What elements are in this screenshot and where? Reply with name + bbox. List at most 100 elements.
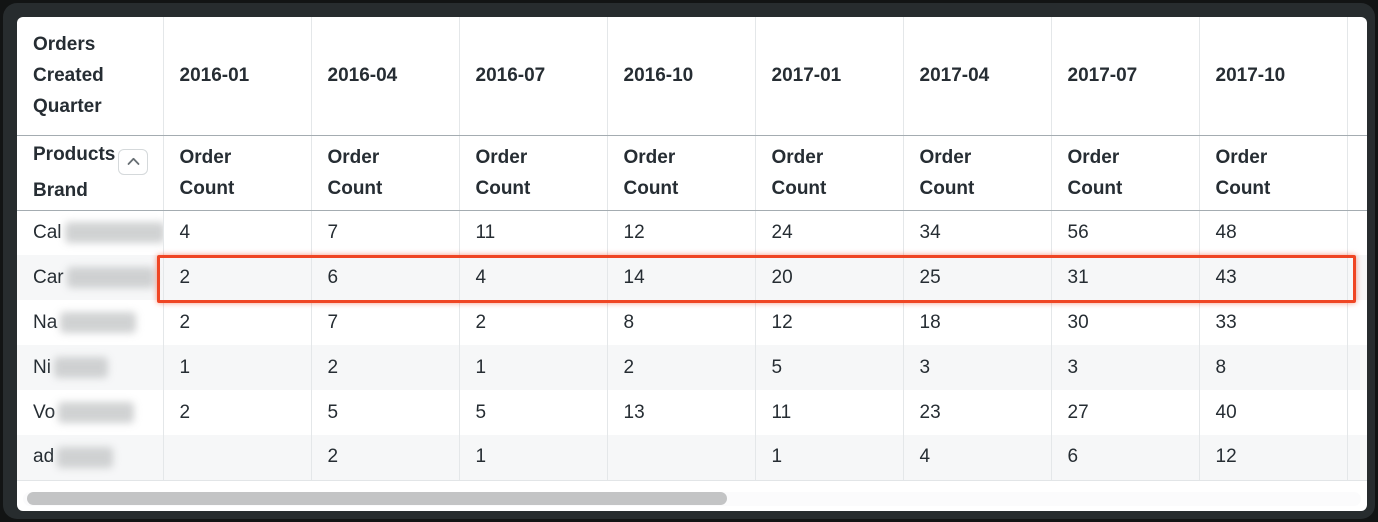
order-count-cell[interactable]: 12 [1199, 435, 1348, 481]
table-row: Cal 4 7 11 12 24 34 56 48 [17, 210, 1367, 255]
brand-prefix: Cal [33, 221, 62, 243]
measure-header-cell[interactable]: Order Count [903, 135, 1052, 211]
order-count-cell[interactable]: 30 [1051, 300, 1200, 345]
order-count-cell[interactable]: 23 [903, 390, 1052, 435]
order-count-cell[interactable]: 24 [755, 210, 904, 255]
order-count-cell[interactable]: 34 [903, 210, 1052, 255]
measure-header-cell[interactable]: Order Count [607, 135, 756, 211]
order-count-cell[interactable]: 5 [311, 390, 460, 435]
table-row: Vo 2 5 5 13 11 23 27 40 [17, 390, 1367, 435]
order-count-cell[interactable]: 1 [459, 345, 608, 390]
order-count-cell[interactable]: 8 [607, 300, 756, 345]
order-count-cell[interactable]: 2 [163, 255, 312, 300]
quarter-header-cell[interactable]: 2016-04 [311, 17, 460, 136]
order-count-cell[interactable] [163, 435, 312, 481]
brand-prefix: ad [33, 446, 55, 468]
brand-cell[interactable]: Vo [17, 390, 164, 435]
order-count-cell[interactable]: 2 [311, 345, 460, 390]
row-dimension-label-line1: Products [33, 144, 116, 166]
sliver-cell [1347, 210, 1367, 255]
order-count-cell[interactable]: 7 [311, 210, 460, 255]
order-count-cell[interactable]: 25 [903, 255, 1052, 300]
order-count-cell[interactable]: 6 [1051, 435, 1200, 481]
order-count-cell[interactable]: 5 [755, 345, 904, 390]
order-count-cell[interactable]: 12 [755, 300, 904, 345]
measure-header-cell[interactable]: Order Count [755, 135, 904, 211]
sliver-cell [1347, 345, 1367, 390]
table-row: ad 2 1 1 4 6 12 [17, 435, 1367, 481]
table-row: Car 2 6 4 14 20 25 31 43 [17, 255, 1367, 300]
row-dimension-header-cell[interactable]: Products Brand [17, 135, 164, 211]
order-count-cell[interactable]: 4 [459, 255, 608, 300]
sort-direction-button[interactable] [118, 148, 149, 175]
quarter-header-cell[interactable]: 2017-07 [1051, 17, 1200, 136]
measure-header-cell[interactable]: Order Count [459, 135, 608, 211]
order-count-cell[interactable]: 4 [163, 210, 312, 255]
redacted-brand-text [53, 356, 108, 378]
order-count-cell[interactable]: 2 [459, 300, 608, 345]
order-count-cell[interactable]: 11 [755, 390, 904, 435]
order-count-cell[interactable]: 4 [903, 435, 1052, 481]
brand-prefix: Car [33, 266, 64, 288]
quarter-header-cell[interactable]: 2017-10 [1199, 17, 1348, 136]
order-count-cell[interactable]: 8 [1199, 345, 1348, 390]
quarter-header-cell[interactable]: 2017-04 [903, 17, 1052, 136]
brand-cell[interactable]: ad [17, 435, 164, 481]
order-count-cell[interactable]: 7 [311, 300, 460, 345]
order-count-cell[interactable]: 1 [163, 345, 312, 390]
measure-header-cell[interactable]: Order Count [163, 135, 312, 211]
horizontal-scrollbar-thumb[interactable] [27, 492, 727, 505]
sliver-header-cell [1347, 135, 1367, 211]
order-count-cell[interactable]: 2 [607, 345, 756, 390]
order-count-cell[interactable]: 20 [755, 255, 904, 300]
quarter-header-cell[interactable]: 2017-01 [755, 17, 904, 136]
order-count-cell[interactable]: 13 [607, 390, 756, 435]
order-count-cell[interactable]: 2 [163, 300, 312, 345]
order-count-cell[interactable]: 5 [459, 390, 608, 435]
sliver-cell [1347, 435, 1367, 481]
order-count-cell[interactable]: 27 [1051, 390, 1200, 435]
measure-header-cell[interactable]: Order Count [1199, 135, 1348, 211]
redacted-brand-text [64, 222, 162, 244]
order-count-cell[interactable]: 12 [607, 210, 756, 255]
brand-cell[interactable]: Cal [17, 210, 164, 255]
brand-cell[interactable]: Ni [17, 345, 164, 390]
order-count-cell[interactable]: 43 [1199, 255, 1348, 300]
order-count-cell[interactable]: 31 [1051, 255, 1200, 300]
order-count-cell[interactable]: 1 [755, 435, 904, 481]
order-count-cell[interactable] [607, 435, 756, 481]
redacted-brand-text [58, 401, 135, 423]
order-count-cell[interactable]: 2 [311, 435, 460, 481]
redacted-brand-text [66, 266, 155, 288]
redacted-brand-text [57, 446, 114, 468]
pivot-table: Orders Created Quarter 2016-01 2016-04 2… [17, 17, 1367, 481]
brand-prefix: Vo [33, 401, 56, 423]
order-count-cell[interactable]: 11 [459, 210, 608, 255]
brand-cell[interactable]: Na [17, 300, 164, 345]
measure-header-row: Products Brand Order Count Order Count O… [17, 135, 1367, 211]
corner-header-cell[interactable]: Orders Created Quarter [17, 17, 164, 136]
order-count-cell[interactable]: 48 [1199, 210, 1348, 255]
order-count-cell[interactable]: 56 [1051, 210, 1200, 255]
order-count-cell[interactable]: 33 [1199, 300, 1348, 345]
order-count-cell[interactable]: 3 [1051, 345, 1200, 390]
measure-header-cell[interactable]: Order Count [1051, 135, 1200, 211]
sliver-cell [1347, 255, 1367, 300]
order-count-cell[interactable]: 2 [163, 390, 312, 435]
order-count-cell[interactable]: 40 [1199, 390, 1348, 435]
quarter-header-cell[interactable]: 2016-01 [163, 17, 312, 136]
order-count-cell[interactable]: 3 [903, 345, 1052, 390]
measure-header-cell[interactable]: Order Count [311, 135, 460, 211]
order-count-cell[interactable]: 1 [459, 435, 608, 481]
order-count-cell[interactable]: 18 [903, 300, 1052, 345]
order-count-cell[interactable]: 6 [311, 255, 460, 300]
horizontal-scrollbar-track[interactable] [23, 492, 1361, 506]
window-frame: Orders Created Quarter 2016-01 2016-04 2… [3, 3, 1375, 519]
table-body: Cal 4 7 11 12 24 34 56 48 Car 2 6 4 14 20 25 31 43 Na … [17, 210, 1367, 481]
brand-cell[interactable]: Car [17, 255, 164, 300]
sliver-cell [1347, 390, 1367, 435]
order-count-cell[interactable]: 14 [607, 255, 756, 300]
quarter-header-cell[interactable]: 2016-10 [607, 17, 756, 136]
quarter-header-cell[interactable]: 2016-07 [459, 17, 608, 136]
